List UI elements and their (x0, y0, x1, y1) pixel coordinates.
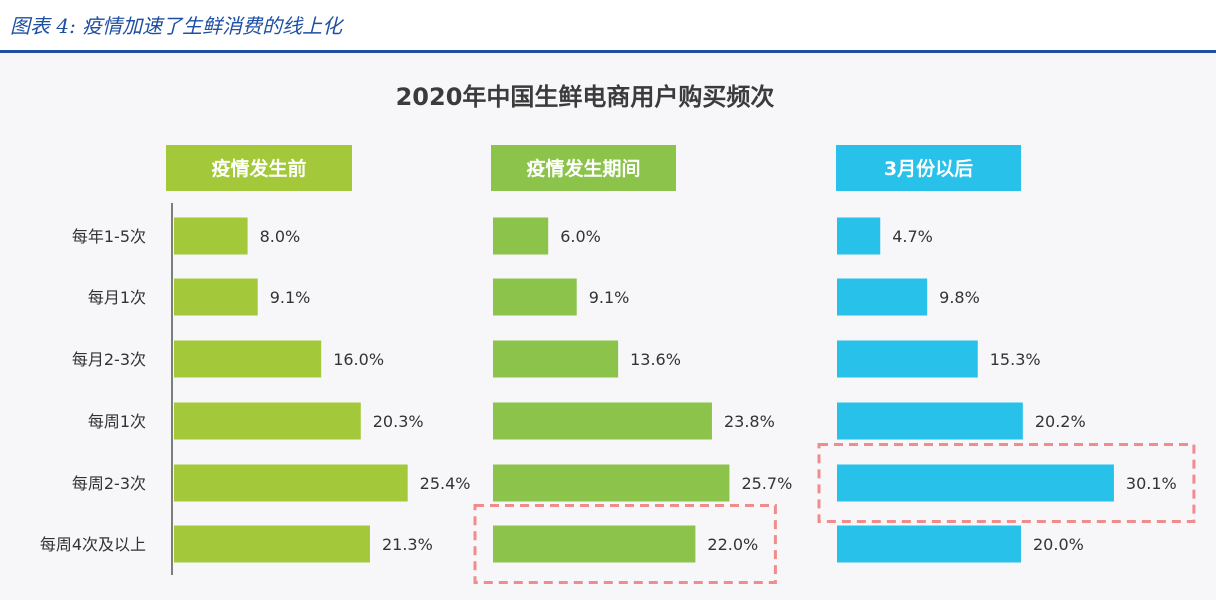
bar (174, 402, 361, 440)
bar (837, 525, 1021, 563)
bar (174, 525, 370, 563)
value-label: 15.3% (990, 350, 1041, 369)
bar (493, 525, 696, 563)
category-label: 每周2-3次 (72, 474, 146, 493)
category-label: 每月1次 (88, 288, 146, 307)
category-label: 每周1次 (88, 412, 146, 431)
panel-header-1 (166, 145, 352, 191)
bar (837, 278, 928, 316)
value-label: 9.1% (589, 288, 630, 307)
value-label: 21.3% (382, 535, 433, 554)
category-label: 每周4次及以上 (40, 535, 146, 554)
panel-header-label: 疫情发生前 (211, 157, 306, 180)
value-label: 16.0% (333, 350, 384, 369)
bar (174, 278, 258, 316)
value-label: 23.8% (724, 412, 775, 431)
category-label: 每年1-5次 (72, 227, 146, 246)
bar (837, 340, 978, 378)
bar (837, 402, 1023, 440)
bar (493, 278, 577, 316)
bar (837, 217, 881, 255)
value-label: 30.1% (1126, 474, 1177, 493)
bar (493, 402, 712, 440)
value-label: 20.2% (1035, 412, 1086, 431)
figure-caption: 图表 4: 疫情加速了生鲜消费的线上化 (10, 14, 343, 38)
bar (174, 217, 248, 255)
panel-header-3 (836, 145, 1021, 191)
bar (493, 340, 619, 378)
panel-header-label: 3月份以后 (884, 157, 973, 180)
value-label: 6.0% (560, 227, 601, 246)
value-label: 22.0% (707, 535, 758, 554)
value-label: 8.0% (260, 227, 301, 246)
value-label: 9.1% (270, 288, 311, 307)
panel-header-label: 疫情发生期间 (526, 157, 640, 180)
value-label: 20.0% (1033, 535, 1084, 554)
value-label: 4.7% (892, 227, 933, 246)
panel-header-2 (491, 145, 676, 191)
category-label: 每月2-3次 (72, 350, 146, 369)
bar (174, 464, 408, 502)
chart-area: 2020年中国生鲜电商用户购买频次 每年1-5次每月1次每月2-3次每周1次每周… (0, 53, 1216, 600)
bar (493, 464, 730, 502)
value-label: 25.7% (741, 474, 792, 493)
highlight-box (817, 443, 1196, 523)
chart-title: 2020年中国生鲜电商用户购买频次 (396, 83, 775, 111)
bar (174, 340, 322, 378)
figure-header: 图表 4: 疫情加速了生鲜消费的线上化 (0, 0, 1216, 53)
bar (493, 217, 549, 255)
value-label: 20.3% (373, 412, 424, 431)
bar-chart: 2020年中国生鲜电商用户购买频次 每年1-5次每月1次每月2-3次每周1次每周… (40, 83, 1196, 584)
bar (837, 464, 1114, 502)
value-label: 9.8% (939, 288, 980, 307)
value-label: 25.4% (420, 474, 471, 493)
highlight-box (473, 504, 777, 584)
value-label: 13.6% (630, 350, 681, 369)
